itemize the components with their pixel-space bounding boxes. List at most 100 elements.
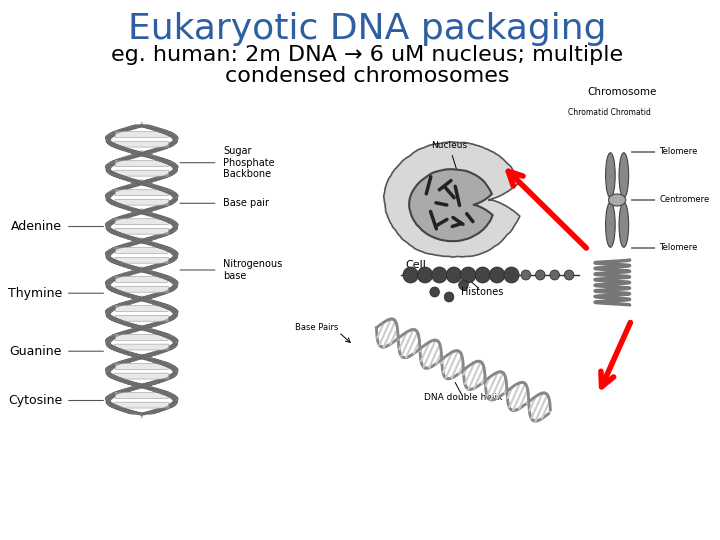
Polygon shape [160, 306, 174, 307]
Text: Adenine: Adenine [11, 220, 62, 233]
Polygon shape [107, 134, 118, 136]
Polygon shape [143, 208, 161, 210]
Polygon shape [171, 170, 178, 171]
Polygon shape [163, 290, 175, 291]
Polygon shape [172, 312, 178, 313]
Polygon shape [168, 259, 177, 260]
Polygon shape [138, 355, 156, 356]
Polygon shape [140, 271, 158, 273]
Polygon shape [163, 145, 175, 146]
Polygon shape [163, 232, 175, 233]
Polygon shape [108, 278, 121, 279]
Polygon shape [159, 277, 174, 278]
Polygon shape [153, 391, 168, 392]
Polygon shape [162, 377, 174, 378]
Polygon shape [159, 146, 173, 147]
FancyBboxPatch shape [114, 402, 168, 408]
Polygon shape [106, 372, 112, 374]
Polygon shape [107, 201, 118, 203]
Polygon shape [130, 270, 148, 271]
Polygon shape [130, 154, 149, 155]
FancyBboxPatch shape [115, 190, 168, 195]
Polygon shape [156, 305, 171, 306]
Polygon shape [170, 137, 179, 138]
Polygon shape [127, 152, 145, 153]
FancyBboxPatch shape [114, 373, 168, 379]
Polygon shape [127, 413, 145, 414]
Polygon shape [107, 308, 117, 309]
Polygon shape [171, 286, 178, 288]
Polygon shape [168, 375, 177, 376]
Polygon shape [130, 182, 149, 183]
Polygon shape [168, 136, 178, 137]
Polygon shape [117, 381, 132, 382]
Polygon shape [143, 325, 161, 326]
Polygon shape [120, 207, 136, 208]
Polygon shape [117, 409, 132, 410]
Polygon shape [135, 386, 154, 387]
Polygon shape [105, 311, 113, 312]
Polygon shape [112, 276, 127, 277]
Polygon shape [130, 357, 148, 359]
Circle shape [444, 292, 454, 302]
Text: condensed chromosomes: condensed chromosomes [225, 66, 510, 86]
Polygon shape [135, 125, 153, 126]
Polygon shape [140, 387, 158, 389]
Polygon shape [134, 327, 153, 328]
Polygon shape [163, 261, 175, 262]
Polygon shape [120, 382, 137, 383]
Text: Chromatid Chromatid: Chromatid Chromatid [568, 108, 651, 117]
Polygon shape [127, 210, 145, 211]
Polygon shape [107, 230, 115, 231]
Polygon shape [106, 258, 113, 259]
Polygon shape [108, 220, 121, 221]
Polygon shape [168, 171, 177, 173]
Polygon shape [125, 359, 144, 360]
Ellipse shape [606, 202, 615, 247]
Polygon shape [166, 260, 176, 261]
Polygon shape [110, 219, 125, 220]
Polygon shape [106, 256, 111, 258]
Polygon shape [152, 148, 168, 150]
Polygon shape [109, 203, 121, 204]
Polygon shape [138, 239, 157, 240]
Text: Base pair: Base pair [223, 198, 269, 208]
Polygon shape [107, 171, 115, 173]
Polygon shape [109, 232, 121, 233]
Polygon shape [116, 293, 132, 294]
Polygon shape [140, 300, 158, 301]
Circle shape [459, 280, 468, 290]
Polygon shape [107, 375, 115, 376]
Polygon shape [105, 340, 113, 341]
Polygon shape [172, 372, 178, 374]
Polygon shape [130, 153, 149, 154]
Text: Cell: Cell [405, 260, 426, 270]
FancyBboxPatch shape [141, 296, 143, 302]
Polygon shape [122, 185, 140, 186]
Polygon shape [134, 385, 152, 386]
Polygon shape [106, 314, 111, 315]
Polygon shape [139, 181, 157, 182]
FancyBboxPatch shape [114, 141, 168, 147]
Polygon shape [106, 197, 110, 198]
Polygon shape [112, 363, 127, 364]
Polygon shape [122, 244, 140, 245]
Polygon shape [135, 153, 153, 154]
Polygon shape [131, 327, 150, 328]
Polygon shape [105, 224, 113, 225]
Polygon shape [155, 321, 170, 322]
Polygon shape [106, 345, 113, 346]
Polygon shape [107, 143, 115, 144]
FancyBboxPatch shape [141, 325, 143, 331]
Polygon shape [156, 160, 171, 161]
Polygon shape [138, 413, 156, 414]
Polygon shape [168, 368, 178, 369]
Polygon shape [123, 267, 140, 268]
Polygon shape [106, 374, 113, 375]
Polygon shape [127, 181, 145, 182]
Polygon shape [168, 252, 178, 253]
Polygon shape [168, 346, 177, 347]
Polygon shape [171, 369, 179, 370]
Polygon shape [106, 165, 115, 166]
Polygon shape [126, 126, 145, 127]
